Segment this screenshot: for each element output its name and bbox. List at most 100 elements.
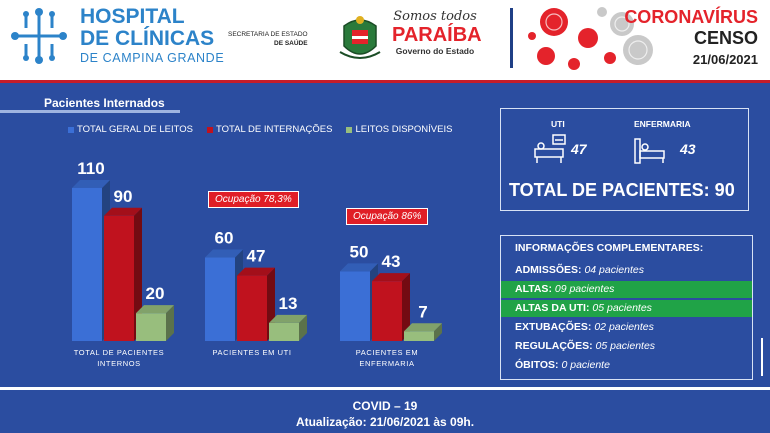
- info-row: ÓBITOS: 0 paciente: [501, 357, 752, 374]
- info-row-label: ÓBITOS:: [515, 359, 562, 371]
- report-date: 21/06/2021: [692, 52, 758, 67]
- inpatients-bar-chart: 110 90 20 TOTAL DE PACIENTES INTERNOS 60 47 13 P…: [72, 159, 442, 368]
- bar-top: [237, 267, 275, 276]
- hospital-name-line3: DE CAMPINA GRANDE: [80, 51, 225, 65]
- category-label-line: ENFERMARIA: [359, 359, 414, 368]
- pb-name: PARAÍBA: [392, 24, 482, 46]
- occupancy-uti-badge: Ocupação 78,3%: [208, 191, 299, 208]
- enfermaria-label: ENFERMARIA: [634, 119, 691, 129]
- info-row: ALTAS DA UTI: 05 pacientes: [501, 300, 752, 317]
- legend-swatch: [206, 126, 213, 133]
- secretaria-saude: SECRETARIA DE ESTADO DE SAÚDE: [228, 30, 308, 48]
- enfermaria-count: 43: [680, 141, 696, 157]
- bar: [136, 313, 166, 341]
- footer-title: COVID – 19: [352, 399, 418, 413]
- paraiba-brand: Somos todos PARAÍBA Governo do Estado: [392, 9, 482, 57]
- info-row: REGULAÇÕES: 05 pacientes: [501, 338, 752, 355]
- category-label: TOTAL DE PACIENTES INTERNOS: [74, 348, 165, 368]
- chart-section-title: Pacientes Internados: [44, 96, 165, 110]
- secretaria-line2: DE SAÚDE: [274, 40, 308, 47]
- legend-item-leitos-disponiveis: LEITOS DISPONÍVEIS: [346, 124, 452, 135]
- state-coat-of-arms-icon: [339, 16, 381, 59]
- info-row-value: 0 paciente: [561, 359, 610, 371]
- bar-side: [402, 273, 410, 341]
- info-row-value: 04 pacientes: [584, 264, 644, 276]
- footer-update-time: Atualização: 21/06/2021 às 09h.: [295, 415, 475, 429]
- occupancy-enfermaria-badge: Ocupação 86%: [346, 208, 429, 225]
- legend-swatch: [68, 126, 74, 133]
- total-patients: TOTAL DE PACIENTES: 90: [509, 180, 735, 200]
- legend-item-total-leitos: TOTAL GERAL DE LEITOS: [68, 124, 193, 135]
- bar: [340, 271, 370, 341]
- bar-top: [136, 305, 174, 314]
- info-row-label: EXTUBAÇÕES:: [515, 321, 595, 333]
- category-label: PACIENTES EM UTI: [212, 348, 291, 357]
- bar-top: [104, 207, 142, 216]
- info-row-value: 09 pacientes: [554, 283, 615, 295]
- bar-top: [269, 314, 307, 323]
- header: HOSPITAL DE CLÍNICAS DE CAMPINA GRANDE S…: [0, 0, 770, 80]
- bar: [404, 331, 434, 341]
- hospital-bed-icon: [634, 138, 665, 164]
- uti-count: 47: [571, 141, 587, 157]
- info-row: EXTUBAÇÕES: 02 pacientes: [501, 319, 752, 336]
- legend-label: TOTAL GERAL DE LEITOS: [77, 124, 193, 135]
- chart-title-underline: [0, 110, 180, 113]
- category-label: PACIENTES EM ENFERMARIA: [356, 348, 419, 368]
- category-label-line: PACIENTES EM UTI: [212, 348, 291, 357]
- info-panel: INFORMAÇÕES COMPLEMENTARES: ADMISSÕES: 0…: [500, 235, 753, 380]
- legend-item-total-internacoes: TOTAL DE INTERNAÇÕES: [206, 124, 333, 135]
- info-row-label: ALTAS DA UTI:: [515, 302, 593, 314]
- icu-bed-icon: [534, 134, 566, 163]
- legend-label: TOTAL DE INTERNAÇÕES: [215, 124, 333, 135]
- summary-panel: UTI ENFERMARIA 47 43 TOTAL DE PACIENTES:…: [500, 108, 749, 211]
- hospital-name-line1: HOSPITAL: [80, 5, 185, 28]
- bar-top: [72, 179, 110, 188]
- info-row-label: ALTAS:: [515, 283, 555, 295]
- pb-slogan: Somos todos: [393, 9, 477, 24]
- bar-side: [434, 323, 442, 341]
- hospital-name-line2: DE CLÍNICAS: [80, 27, 215, 50]
- censo-title: CENSO: [693, 28, 758, 48]
- info-panel-title: INFORMAÇÕES COMPLEMENTARES:: [515, 242, 704, 254]
- bar-value-label: 110: [77, 159, 104, 178]
- info-row-value: 02 pacientes: [594, 321, 654, 333]
- footer: COVID – 19 Atualização: 21/06/2021 às 09…: [0, 398, 770, 430]
- category-label-line: TOTAL DE PACIENTES: [74, 348, 165, 357]
- bar: [205, 257, 235, 341]
- uti-label: UTI: [551, 119, 565, 129]
- info-row-value: 05 pacientes: [595, 340, 656, 352]
- bar-top: [372, 273, 410, 282]
- bar-value-label: 13: [279, 294, 298, 313]
- header-divider: [510, 8, 513, 68]
- info-row-label: ADMISSÕES:: [515, 264, 585, 276]
- bar-value-label: 47: [247, 247, 266, 266]
- bar-value-label: 90: [114, 187, 133, 206]
- info-row-label: REGULAÇÕES:: [515, 340, 596, 352]
- bar-top: [340, 263, 378, 272]
- bar-value-label: 60: [215, 229, 234, 248]
- bar: [269, 322, 299, 341]
- decorative-line: [761, 338, 763, 376]
- bar-side: [166, 305, 174, 341]
- footer-divider: [0, 387, 770, 390]
- legend-label: LEITOS DISPONÍVEIS: [355, 124, 453, 135]
- legend-swatch: [346, 126, 353, 133]
- info-row: ALTAS: 09 pacientes: [501, 281, 752, 298]
- info-row: ADMISSÕES: 04 pacientes: [501, 262, 752, 279]
- bar: [72, 187, 102, 341]
- bar-value-label: 7: [418, 302, 427, 321]
- category-label-line: PACIENTES EM: [356, 348, 419, 357]
- bar-top: [404, 323, 442, 332]
- bar: [104, 215, 134, 341]
- chart-legend: TOTAL GERAL DE LEITOS TOTAL DE INTERNAÇÕ…: [68, 124, 452, 135]
- info-row-value: 05 pacientes: [592, 302, 652, 314]
- bar-side: [299, 314, 307, 341]
- bar-value-label: 43: [382, 252, 401, 271]
- coronavirus-title: CORONAVÍRUS: [624, 7, 758, 27]
- bar-top: [205, 249, 243, 258]
- bar: [237, 275, 267, 341]
- hospital-name: HOSPITAL DE CLÍNICAS DE CAMPINA GRANDE: [80, 6, 224, 66]
- pb-gov: Governo do Estado: [395, 46, 475, 56]
- bar-value-label: 20: [146, 284, 165, 303]
